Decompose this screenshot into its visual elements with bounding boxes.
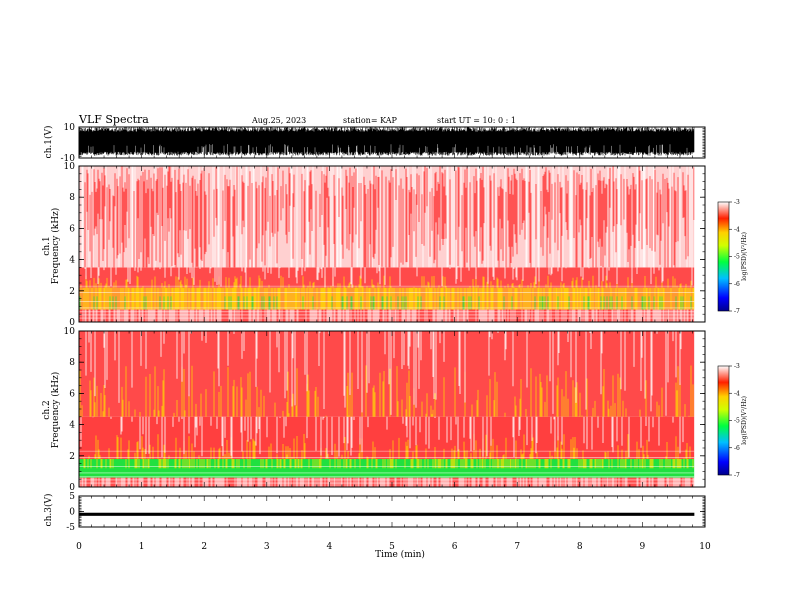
- spectrogram-streaks-white: [81, 166, 693, 288]
- colorbar-label: log(PSD)(V²/Hz): [741, 396, 748, 445]
- no-data-strip: [694, 166, 705, 322]
- colorbar-label: log(PSD)(V²/Hz): [741, 232, 748, 281]
- x-tick-label: 10: [699, 542, 711, 552]
- x-tick-label: 0: [76, 542, 82, 552]
- colorbar-tick-label: -5: [734, 254, 740, 261]
- y-tick-label: 10: [64, 327, 76, 337]
- ch3-waveform-panel: 50-50 1 2 3 4 5 6 7 8 9 10: [66, 492, 711, 552]
- spectrogram-image: [79, 331, 695, 487]
- y-tick-label: -10: [61, 154, 76, 164]
- ch2-spectrogram-ylabel-line2: Frequency (kHz): [50, 372, 61, 449]
- colorbar-tick-label: -6: [734, 281, 740, 288]
- colorbar-tick-label: -7: [734, 308, 740, 315]
- date-label: Aug.25, 2023: [251, 116, 306, 125]
- colorbar-tick-label: -7: [734, 472, 740, 479]
- y-tick-label: 4: [69, 421, 75, 431]
- y-tick-label: 6: [69, 389, 75, 399]
- ch1-colorbar: -3 -4 -5 -6 -7 log(PSD)(V²/Hz): [717, 199, 748, 315]
- y-tick-label: 2: [69, 452, 75, 462]
- colorbar-tick-label: -6: [734, 445, 740, 452]
- colorbar-gradient: [717, 365, 730, 476]
- y-tick-label: -5: [66, 523, 75, 533]
- spectrogram-image: [79, 166, 695, 322]
- x-tick-label: 8: [577, 542, 583, 552]
- y-tick-label: 6: [69, 224, 75, 234]
- spectrogram-streaks-red: [79, 477, 693, 487]
- ch1-spectrogram-panel: 0 2 4 6 8 10: [64, 162, 706, 328]
- figure-title: VLF Spectra: [78, 113, 149, 126]
- ch2-colorbar: -3 -4 -5 -6 -7 log(PSD)(V²/Hz): [717, 363, 748, 479]
- ch2-spectrogram-ylabel-line1: ch.2: [42, 400, 52, 419]
- colorbar-tick-label: -3: [734, 363, 740, 370]
- spectrogram-streaks-white: [80, 331, 684, 459]
- spectrogram-band: [79, 477, 695, 487]
- ch1-waveform-trace: [78, 127, 695, 156]
- x-tick-label: 2: [201, 542, 207, 552]
- no-data-strip: [694, 331, 705, 487]
- y-tick-label: 10: [64, 162, 76, 172]
- y-tick-label: 5: [69, 492, 75, 502]
- x-tick-label: 1: [139, 542, 145, 552]
- colorbar-tick-label: -5: [734, 418, 740, 425]
- y-tick-label: 4: [69, 256, 75, 266]
- x-tick-label: 5: [389, 542, 395, 552]
- y-tick-label: 0: [69, 508, 75, 518]
- y-tick-label: 8: [69, 358, 75, 368]
- spectrogram-streaks-green: [79, 296, 692, 310]
- start-time-label: start UT = 10: 0 : 1: [437, 116, 516, 125]
- ch1-waveform-panel: 10 -10: [61, 123, 706, 164]
- ch1-waveform-ylabel: ch.1(V): [43, 126, 54, 159]
- ch1-spectrogram-ylabel-line1: ch.1: [42, 236, 52, 255]
- y-tick-label: 8: [69, 193, 75, 203]
- ch1-spectrogram-ylabel-line2: Frequency (kHz): [50, 208, 61, 285]
- x-tick-label: 9: [640, 542, 646, 552]
- colorbar-tick-label: -4: [734, 226, 740, 233]
- spectrogram-streaks-red: [79, 166, 695, 322]
- ch3-waveform-trace: [79, 512, 695, 516]
- x-tick-label: 6: [452, 542, 458, 552]
- x-tick-label: 3: [264, 542, 270, 552]
- x-tick-label: 4: [327, 542, 333, 552]
- station-label: station= KAP: [343, 116, 398, 125]
- y-tick-label: 0: [69, 318, 75, 328]
- x-tick-label: 7: [514, 542, 520, 552]
- spectrogram-band: [79, 267, 695, 288]
- x-axis-label: Time (min): [375, 549, 425, 560]
- colorbar-tick-label: -3: [734, 199, 740, 206]
- y-tick-label: 10: [64, 123, 76, 133]
- y-tick-label: 2: [69, 287, 75, 297]
- ch2-spectrogram-panel: 0 2 4 6 8 10: [64, 327, 706, 493]
- y-tick-label: 0: [69, 483, 75, 493]
- colorbar-tick-label: -4: [734, 390, 740, 397]
- ch3-waveform-ylabel: ch.3(V): [43, 494, 54, 527]
- colorbar-gradient: [717, 201, 730, 312]
